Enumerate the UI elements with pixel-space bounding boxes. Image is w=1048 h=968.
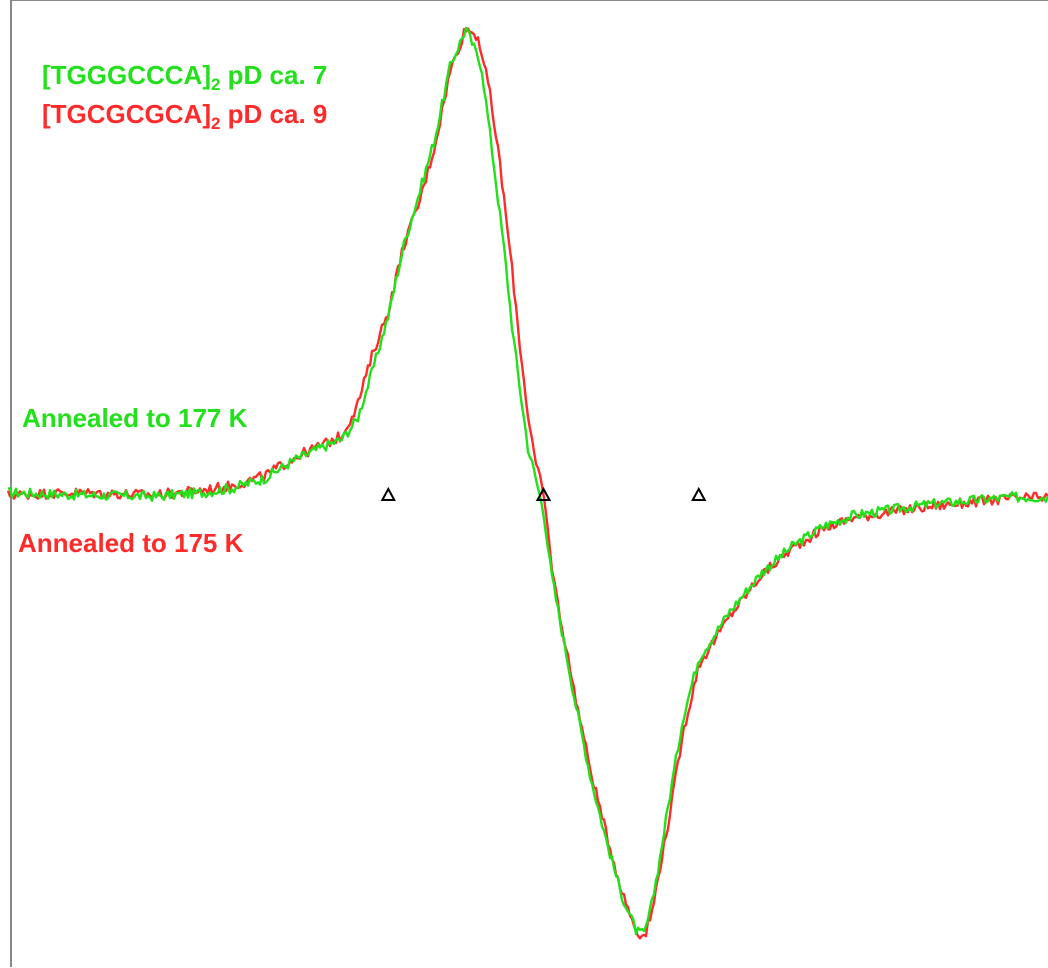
legend-green-prefix: [TGGGCCCA] <box>42 60 211 90</box>
legend-green-suffix: pD ca. 7 <box>220 60 327 90</box>
legend-entry-green: [TGGGCCCA]2 pD ca. 7 <box>42 60 327 94</box>
marker-layer <box>380 486 707 501</box>
legend-entry-red: [TGCGCGCA]2 pD ca. 9 <box>42 99 327 133</box>
triangle-marker-0 <box>380 486 396 501</box>
triangle-marker-1 <box>535 486 552 501</box>
annotation-annealed-177k: Annealed to 177 K <box>22 403 248 433</box>
series-line-red <box>6 27 1048 940</box>
series-line-green <box>7 26 1048 936</box>
legend-red-prefix: [TGCGCGCA] <box>42 99 211 129</box>
plot-frame <box>10 0 1048 967</box>
legend-red-suffix: pD ca. 9 <box>220 99 327 129</box>
legend-red-subscript: 2 <box>211 114 220 133</box>
legend-green-subscript: 2 <box>211 75 220 94</box>
annotation-annealed-175k: Annealed to 175 K <box>18 528 244 558</box>
series-layer <box>6 26 1048 940</box>
triangle-marker-2 <box>691 486 707 501</box>
